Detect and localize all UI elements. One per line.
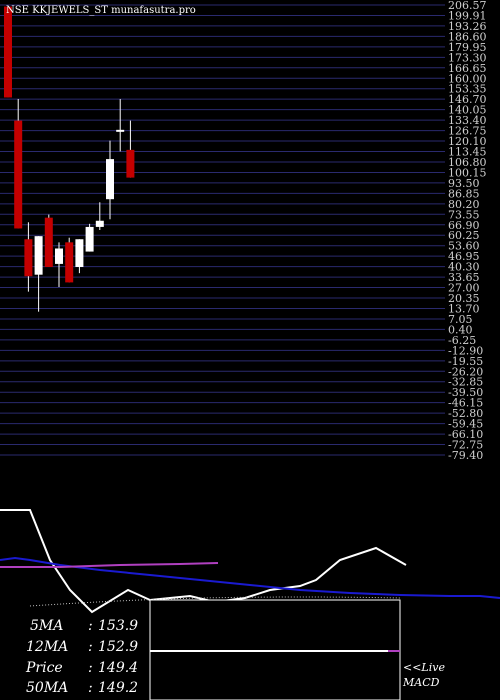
candle-bull (85, 226, 94, 252)
stat-label-50ma: 50MA (26, 680, 68, 696)
indicator-panel: 5MA : 153.9 12MA : 152.9 Price : 149.4 5… (0, 509, 500, 700)
stat-label-12ma: 12MA (26, 639, 68, 655)
y-tick-label: 7.05 (448, 313, 473, 326)
candle-bear (14, 120, 23, 229)
candle-bear (126, 149, 135, 178)
stat-value-price: 149.4 (98, 660, 138, 676)
stat-sep-price: : (88, 660, 93, 676)
y-tick-label: 140.05 (448, 104, 487, 117)
candle-bull (34, 236, 43, 275)
y-tick-label: -46.15 (448, 397, 483, 410)
y-tick-label: -66.10 (448, 428, 483, 441)
y-tick-label: 0.40 (448, 323, 473, 336)
y-tick-label: 60.25 (448, 229, 480, 242)
y-tick-label: 173.30 (448, 51, 487, 64)
y-tick-label: -52.80 (448, 407, 483, 420)
y-tick-label: 73.55 (448, 208, 480, 221)
y-tick-label: 33.65 (448, 271, 480, 284)
y-tick-label: -59.45 (448, 418, 483, 431)
y-tick-label: 126.75 (448, 125, 487, 138)
chart-title: NSE KKJEWELS_ST munafasutra.pro (6, 5, 196, 16)
candle-bull (116, 129, 125, 132)
stat-value-12ma: 152.9 (98, 639, 138, 655)
candle-series (4, 6, 135, 312)
y-tick-label: 27.00 (448, 282, 480, 295)
y-tick-label: 13.70 (448, 302, 480, 315)
y-tick-label: 120.10 (448, 135, 487, 148)
y-tick-label: -32.85 (448, 376, 483, 389)
y-tick-label: 166.65 (448, 62, 487, 75)
y-tick-label: 206.57 (448, 0, 487, 12)
y-tick-label: 113.45 (448, 146, 487, 159)
candle-bear (65, 242, 74, 283)
y-tick-label: 20.35 (448, 292, 480, 305)
macd-label: MACD (402, 676, 440, 689)
candle-bear (24, 239, 33, 277)
price-axis-ticks: 206.57199.91193.26186.60179.95173.30166.… (448, 0, 487, 462)
candle-bull (75, 239, 84, 267)
y-tick-label: 40.30 (448, 261, 480, 274)
stat-sep-12ma: : (88, 639, 93, 655)
ma-line-violet (0, 562, 219, 568)
stat-value-50ma: 149.2 (98, 680, 138, 696)
y-tick-label: 179.95 (448, 41, 487, 54)
y-tick-label: -6.25 (448, 334, 476, 347)
stat-sep-5ma: : (88, 618, 93, 634)
candle-bear (4, 6, 12, 98)
stat-label-5ma: 5MA (30, 618, 63, 634)
y-tick-label: 133.40 (448, 114, 487, 127)
y-tick-label: -79.40 (448, 449, 483, 462)
y-tick-label: 199.91 (448, 9, 487, 22)
y-tick-label: 186.60 (448, 30, 487, 43)
y-tick-label: -39.50 (448, 386, 483, 399)
y-tick-label: -72.75 (448, 439, 483, 452)
candle-bull (106, 159, 114, 200)
candle-bear (44, 217, 53, 267)
y-tick-label: 80.20 (448, 198, 480, 211)
y-tick-label: 193.26 (448, 20, 487, 33)
y-tick-label: -19.55 (448, 355, 483, 368)
y-tick-label: 86.85 (448, 187, 480, 200)
y-tick-label: 160.00 (448, 72, 487, 85)
live-label: <<Live (403, 661, 445, 674)
y-tick-label: 146.70 (448, 93, 487, 106)
y-tick-label: 93.50 (448, 177, 480, 190)
y-tick-label: 106.80 (448, 156, 487, 169)
y-tick-label: 100.15 (448, 166, 487, 179)
price-grid (0, 4, 445, 456)
y-tick-label: 153.35 (448, 83, 487, 96)
y-tick-label: -12.90 (448, 344, 483, 357)
candle-bull (95, 220, 104, 227)
stat-sep-50ma: : (88, 680, 93, 696)
y-tick-label: -26.20 (448, 365, 483, 378)
y-tick-label: 53.60 (448, 240, 480, 253)
y-tick-label: 66.90 (448, 219, 480, 232)
candle-bull (55, 248, 63, 264)
stat-value-5ma: 153.9 (98, 618, 138, 634)
ma-line-white (0, 509, 407, 614)
stat-label-price: Price (25, 660, 63, 676)
ma-line-blue (0, 556, 500, 599)
y-tick-label: 46.95 (448, 250, 480, 263)
